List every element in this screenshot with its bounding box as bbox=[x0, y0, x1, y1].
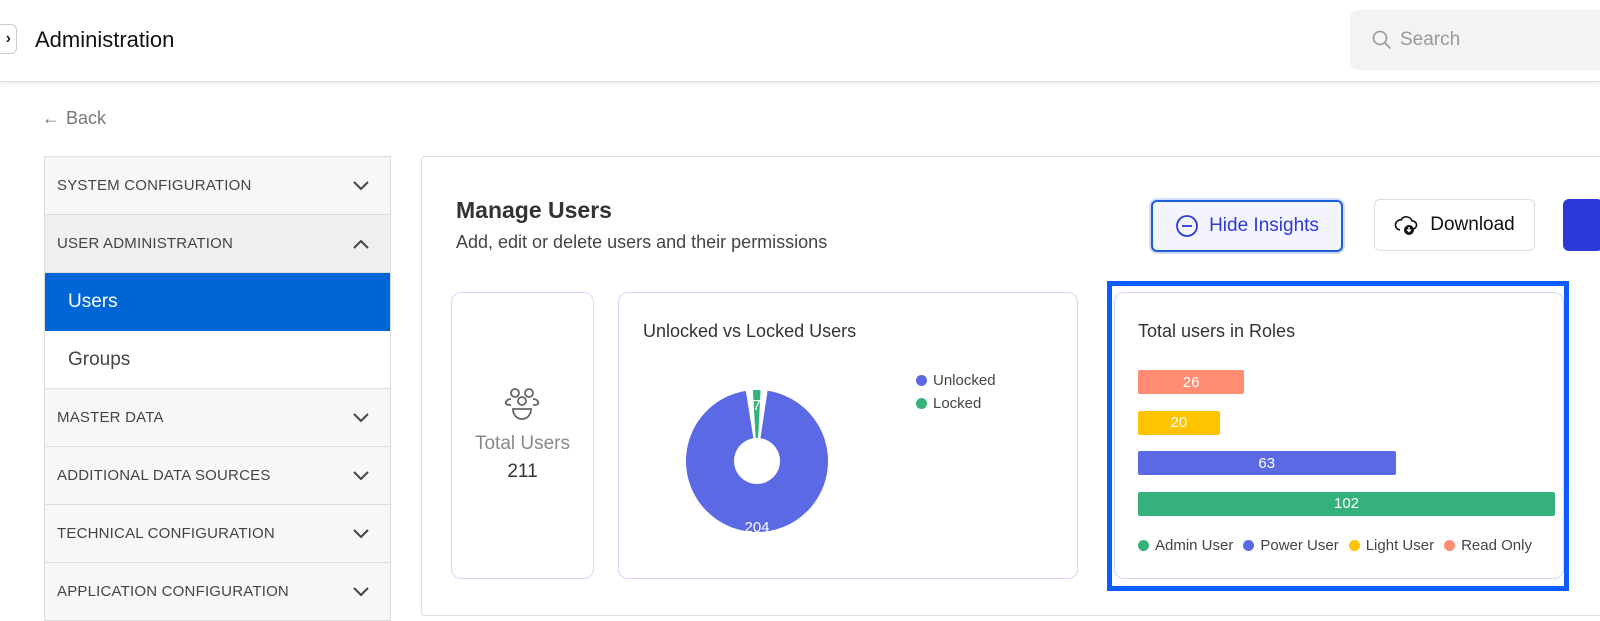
download-button[interactable]: Download bbox=[1374, 199, 1535, 251]
chevron-down-icon bbox=[353, 528, 369, 538]
bar-power-user[interactable]: 63 bbox=[1138, 451, 1396, 475]
section-label: MASTER DATA bbox=[57, 409, 164, 426]
bar-data-label: 26 bbox=[1182, 373, 1200, 391]
legend-item-unlocked: Unlocked bbox=[916, 372, 996, 389]
chart-title: Total users in Roles bbox=[1138, 321, 1296, 341]
chevron-down-icon bbox=[353, 180, 369, 190]
sidebar-section-application-configuration[interactable]: APPLICATION CONFIGURATION bbox=[45, 563, 390, 621]
donut-slice-locked[interactable] bbox=[752, 390, 761, 439]
bar-read-only[interactable]: 26 bbox=[1138, 370, 1245, 394]
search-placeholder: Search bbox=[1400, 29, 1461, 50]
bar-light-user[interactable]: 20 bbox=[1138, 410, 1220, 435]
section-label: APPLICATION CONFIGURATION bbox=[57, 583, 289, 600]
legend-dot bbox=[916, 398, 927, 409]
cloud-download-icon bbox=[1394, 216, 1418, 235]
minus-circle-icon bbox=[1176, 215, 1198, 237]
donut-data-label: 7 bbox=[753, 397, 761, 414]
legend-item-read-only: Read Only bbox=[1444, 537, 1532, 554]
bar-admin-user[interactable]: 102 bbox=[1138, 491, 1555, 516]
chevron-down-icon bbox=[353, 586, 369, 596]
donut-slice-unlocked[interactable] bbox=[686, 390, 828, 532]
page-subtitle: Add, edit or delete users and their perm… bbox=[456, 232, 828, 252]
roles-card: Total users in Roles 26 20 63 102 Admin Use… bbox=[1114, 292, 1564, 579]
legend-dot bbox=[1444, 540, 1456, 551]
chevron-up-icon bbox=[353, 239, 369, 249]
section-label: SYSTEM CONFIGURATION bbox=[57, 177, 252, 194]
chart-title: Unlocked vs Locked Users bbox=[643, 321, 857, 341]
back-link[interactable]: ← Back bbox=[42, 108, 106, 129]
legend-label: Locked bbox=[933, 395, 982, 412]
legend-item-light-user: Light User bbox=[1348, 537, 1435, 554]
legend-label: Light User bbox=[1365, 537, 1435, 554]
section-label: ADDITIONAL DATA SOURCES bbox=[57, 467, 271, 484]
bar-data-label: 102 bbox=[1333, 495, 1360, 512]
expand-sidebar-button[interactable]: › bbox=[0, 24, 17, 54]
hide-insights-label: Hide Insights bbox=[1209, 215, 1319, 236]
total-users-value: 211 bbox=[507, 461, 538, 482]
legend-dot bbox=[1243, 540, 1255, 551]
legend-item-power-user: Power User bbox=[1243, 537, 1339, 554]
page-title: Manage Users bbox=[456, 197, 612, 223]
hide-insights-button[interactable]: Hide Insights bbox=[1151, 200, 1343, 252]
donut-legend: Unlocked Locked bbox=[916, 372, 996, 412]
bar-data-label: 20 bbox=[1170, 414, 1188, 431]
sidebar-item-users[interactable]: Users bbox=[45, 273, 390, 331]
search-input[interactable]: Search bbox=[1350, 10, 1600, 70]
sidebar-item-groups[interactable]: Groups bbox=[45, 331, 390, 389]
donut-data-label: 204 bbox=[744, 519, 769, 536]
back-label: Back bbox=[66, 108, 107, 128]
chevron-down-icon bbox=[353, 412, 369, 422]
sidebar: SYSTEM CONFIGURATION USER ADMINISTRATION… bbox=[44, 156, 391, 621]
primary-action-button[interactable] bbox=[1563, 199, 1600, 251]
sidebar-section-technical-configuration[interactable]: TECHNICAL CONFIGURATION bbox=[45, 505, 390, 563]
section-label: USER ADMINISTRATION bbox=[57, 235, 234, 252]
legend-dot bbox=[1348, 540, 1360, 551]
total-users-label: Total Users bbox=[474, 433, 571, 454]
legend-label: Power User bbox=[1260, 537, 1339, 554]
legend-dot bbox=[1138, 540, 1149, 551]
legend-label: Read Only bbox=[1461, 537, 1532, 554]
users-group-icon bbox=[504, 388, 540, 420]
total-users-card: Total Users 211 bbox=[451, 292, 594, 579]
sidebar-section-user-administration[interactable]: USER ADMINISTRATION bbox=[45, 215, 390, 273]
legend-label: Admin User bbox=[1155, 537, 1234, 554]
app-title: Administration bbox=[35, 27, 175, 52]
sidebar-section-master-data[interactable]: MASTER DATA bbox=[45, 389, 390, 447]
sidebar-section-system-configuration[interactable]: SYSTEM CONFIGURATION bbox=[45, 157, 390, 215]
legend-label: Unlocked bbox=[933, 372, 996, 389]
section-label: TECHNICAL CONFIGURATION bbox=[57, 525, 275, 542]
legend-item-locked: Locked bbox=[916, 395, 996, 412]
legend-item-admin-user: Admin User bbox=[1138, 537, 1233, 554]
chevron-right-icon: › bbox=[5, 30, 11, 47]
selection-highlight bbox=[1107, 281, 1569, 591]
sidebar-section-additional-data-sources[interactable]: ADDITIONAL DATA SOURCES bbox=[45, 447, 390, 505]
top-bar: › Administration Search bbox=[0, 0, 1600, 82]
download-label: Download bbox=[1430, 214, 1515, 235]
search-icon bbox=[1372, 30, 1392, 50]
roles-legend: Admin User Power User Light User Read On… bbox=[1138, 537, 1532, 554]
chevron-down-icon bbox=[353, 470, 369, 480]
arrow-left-icon: ← bbox=[42, 108, 60, 128]
bar-data-label: 63 bbox=[1258, 454, 1276, 472]
lock-status-card: Unlocked vs Locked Users 204 7 Unlocked L… bbox=[618, 292, 1078, 579]
legend-dot bbox=[916, 375, 927, 386]
